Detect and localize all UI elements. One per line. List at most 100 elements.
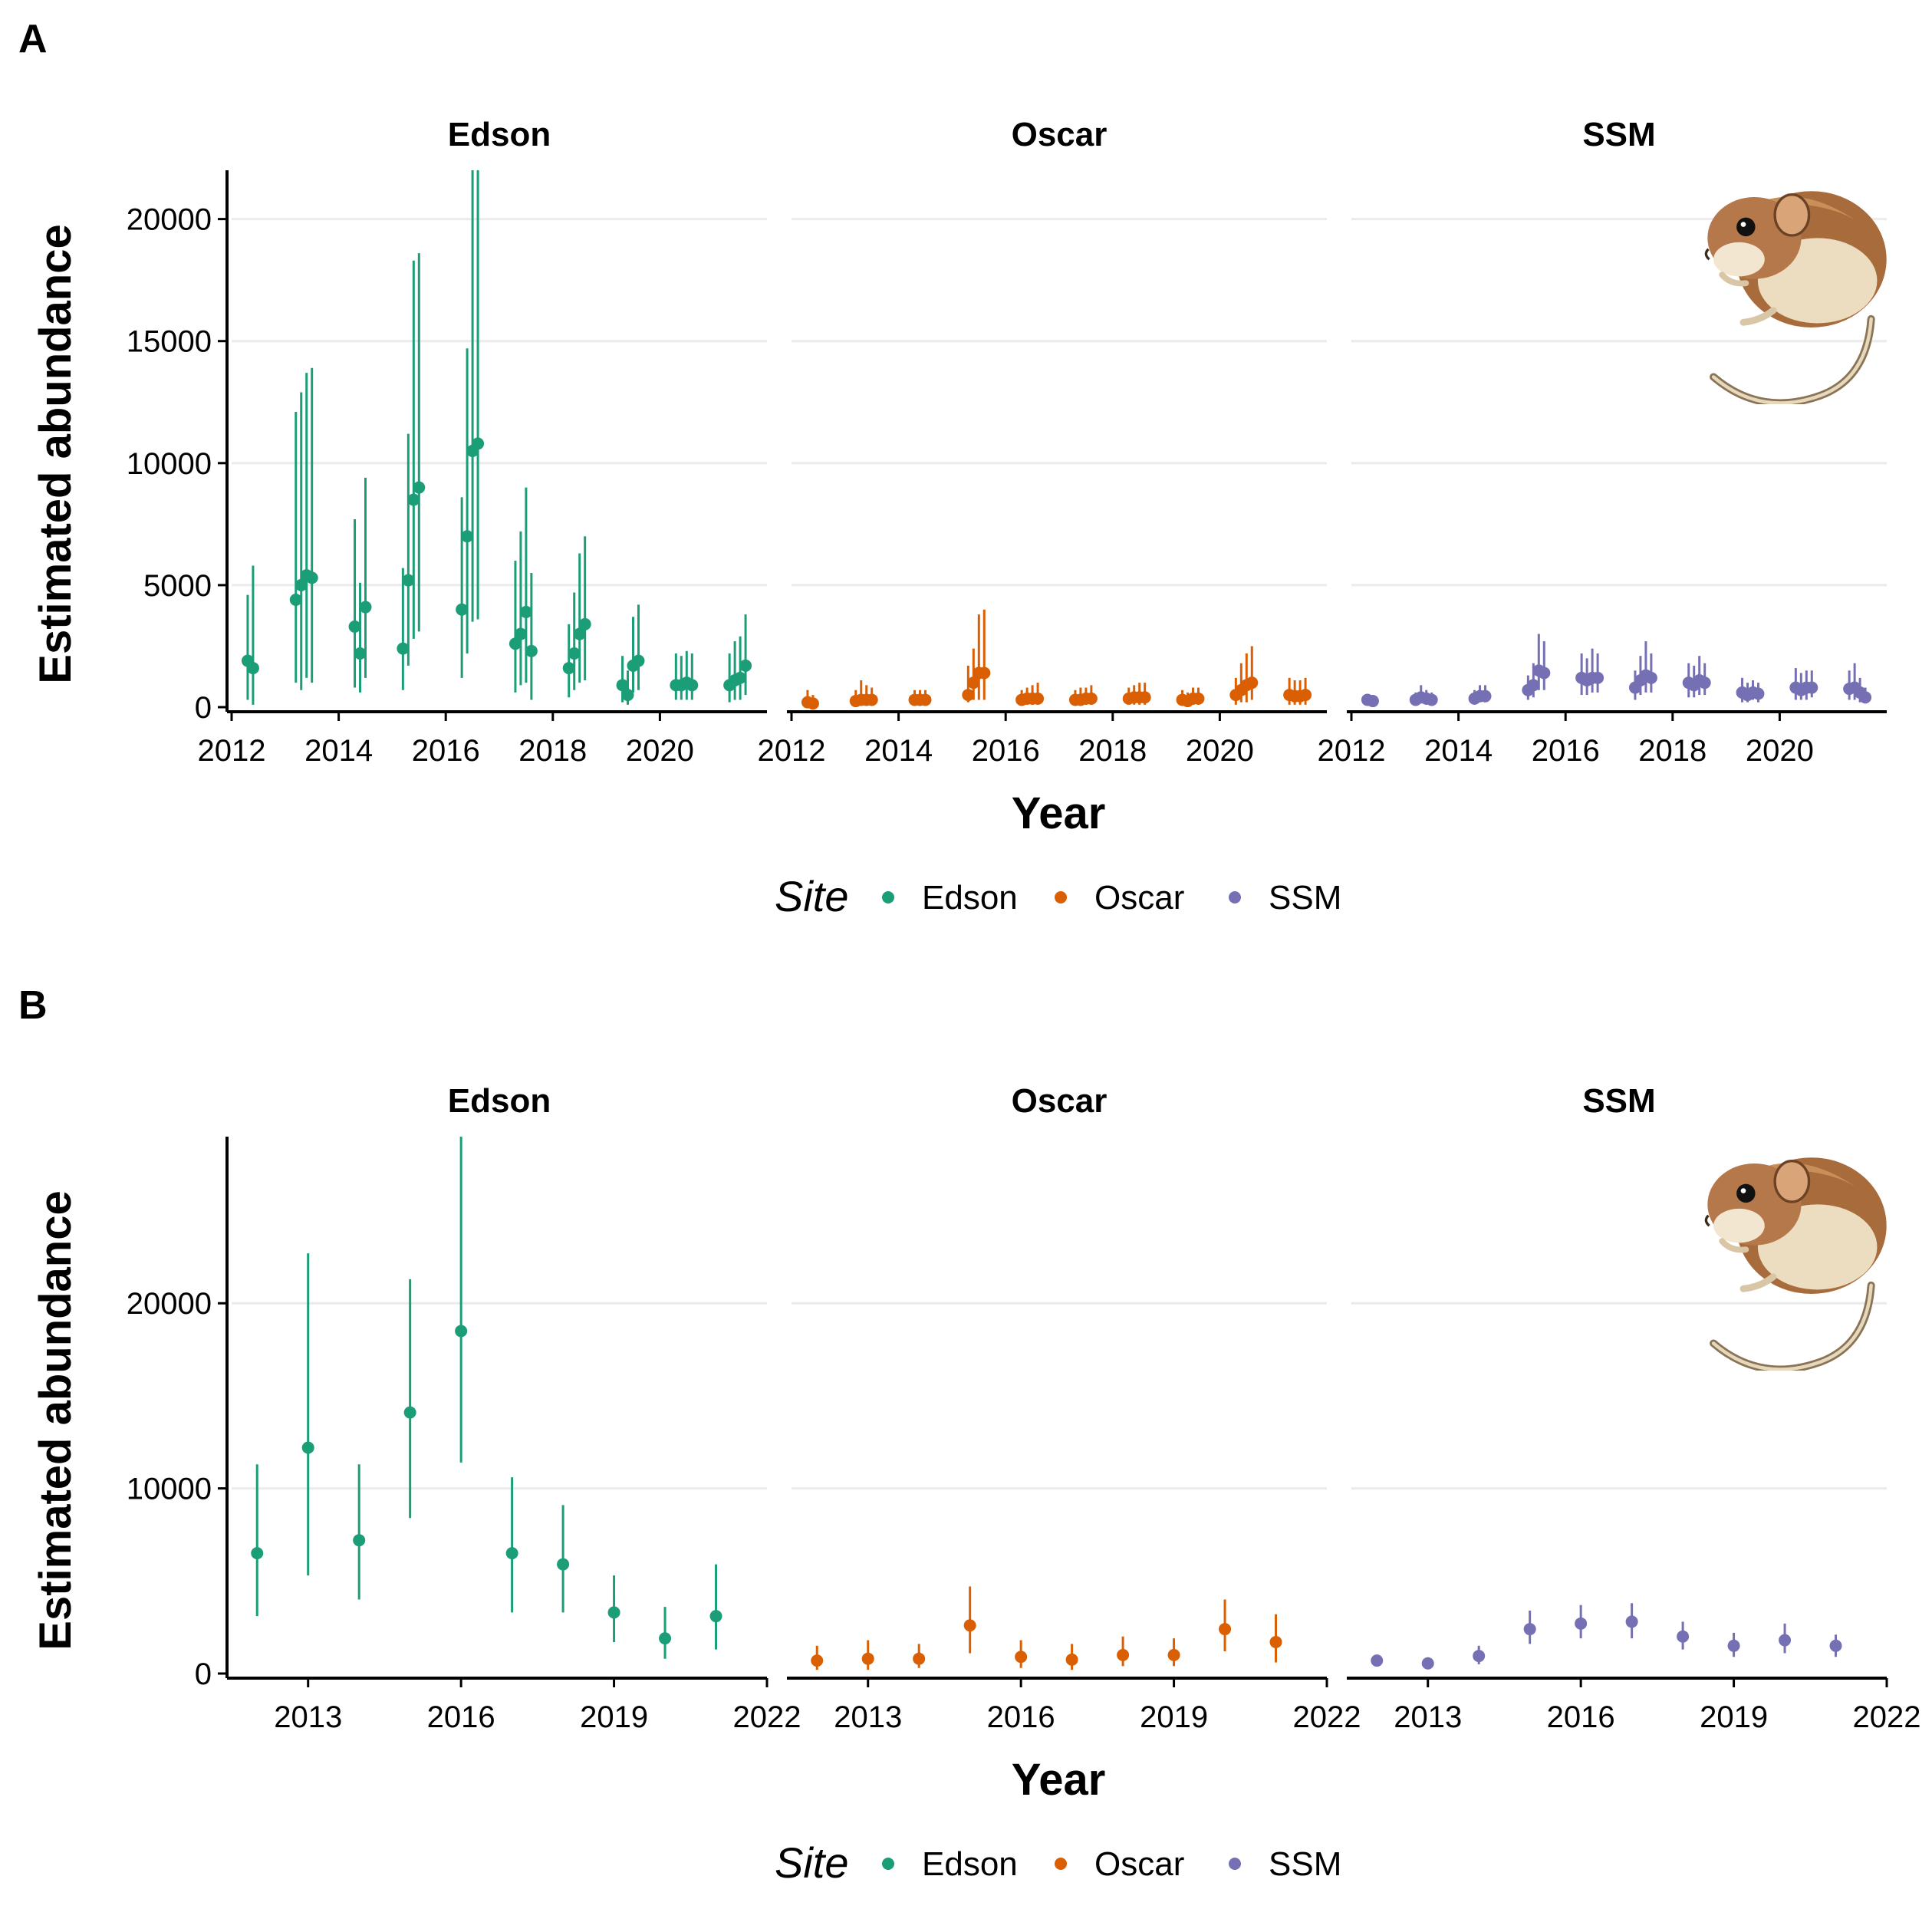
data-point: [1117, 1648, 1130, 1661]
legend-label-edson: Edson: [922, 879, 1018, 917]
data-point: [354, 647, 367, 660]
series-ssm: [1361, 634, 1872, 708]
data-point: [913, 1652, 926, 1665]
x-tick-label: 2014: [1424, 734, 1493, 768]
x-tick-label: 2016: [1532, 734, 1600, 768]
y-axis-title: Estimated abundance: [31, 224, 81, 683]
charts-layer: A Edson 2012 2014 2016 2018 2020 0 5000 10000 1500…: [18, 17, 1920, 1887]
data-point: [305, 571, 318, 584]
data-point: [455, 1325, 468, 1338]
legend-key-ssm: [1229, 1858, 1241, 1870]
data-point: [1269, 1635, 1282, 1648]
data-point: [1366, 695, 1379, 708]
x-tick-label: 2019: [1700, 1700, 1768, 1734]
data-point: [407, 493, 420, 506]
x-tick-label: 2019: [1140, 1700, 1208, 1734]
x-tick-label: 2022: [733, 1700, 801, 1734]
series-oscar: [811, 1586, 1282, 1670]
data-point: [1479, 690, 1492, 703]
legend-key-edson: [882, 1858, 894, 1870]
data-point: [413, 481, 426, 494]
x-tick-label: 2018: [1638, 734, 1707, 768]
legend-key-oscar: [1055, 1858, 1067, 1870]
kangaroo-rat-illustration: [1706, 191, 1886, 403]
y-tick-label: 15000: [127, 325, 212, 359]
x-tick-label: 2012: [198, 734, 266, 768]
kangaroo-rat-illustration: [1706, 1157, 1886, 1369]
data-point: [686, 679, 699, 692]
x-tick-label: 2016: [1547, 1700, 1615, 1734]
legend-label-edson: Edson: [922, 1845, 1018, 1883]
x-tick-label: 2013: [1394, 1700, 1462, 1734]
legend-title: Site: [775, 872, 849, 920]
data-point: [1538, 666, 1551, 680]
legend-label-oscar: Oscar: [1094, 879, 1184, 917]
x-tick-label: 2016: [987, 1700, 1055, 1734]
data-point: [1591, 671, 1605, 684]
facet-oscar: Oscar 2013 2016 2019 2022: [787, 1082, 1361, 1734]
facet-strip-label: Edson: [448, 116, 551, 153]
data-point: [1698, 676, 1711, 690]
panel-tag: A: [18, 17, 48, 61]
data-point: [509, 637, 522, 650]
y-tick-label: 5000: [143, 569, 212, 603]
x-tick-label: 2020: [626, 734, 694, 768]
facet-ssm: SSM 2012 2014 2016 2018 2020: [1318, 116, 1887, 768]
data-point: [1032, 692, 1045, 705]
x-axis-title: Year: [1012, 788, 1106, 838]
data-point: [461, 530, 474, 543]
x-tick-label: 2012: [758, 734, 826, 768]
data-point: [967, 676, 980, 690]
x-tick-label: 2016: [412, 734, 480, 768]
data-point: [525, 644, 538, 657]
data-point: [1192, 692, 1205, 705]
y-tick-label: 10000: [127, 1473, 212, 1506]
data-point: [1167, 1648, 1180, 1661]
data-point: [1805, 681, 1818, 694]
y-axis-title: Estimated abundance: [31, 1190, 81, 1650]
data-point: [865, 693, 878, 706]
data-point: [811, 1654, 824, 1667]
data-point: [1527, 679, 1540, 692]
data-point: [1065, 1653, 1078, 1666]
x-tick-label: 2020: [1186, 734, 1254, 768]
data-point: [295, 578, 308, 591]
y-tick-label: 10000: [127, 447, 212, 481]
series-edson: [251, 1137, 722, 1659]
data-point: [301, 1441, 314, 1454]
data-point: [1752, 687, 1765, 700]
facet-ssm: SSM 2013 2016 2019 2022: [1347, 1082, 1920, 1734]
y-tick-label: 20000: [127, 203, 212, 237]
data-point: [578, 617, 591, 630]
legend: Site Edson Oscar SSM: [775, 872, 1341, 920]
facet-strip-label: SSM: [1582, 116, 1655, 153]
y-tick-label: 20000: [127, 1287, 212, 1321]
data-point: [1425, 693, 1438, 706]
x-tick-label: 2014: [304, 734, 373, 768]
x-tick-label: 2016: [427, 1700, 495, 1734]
data-point: [505, 1547, 518, 1560]
data-point: [1523, 1623, 1536, 1636]
panel-tag: B: [18, 983, 48, 1028]
legend: Site Edson Oscar SSM: [775, 1838, 1341, 1887]
legend-title: Site: [775, 1838, 849, 1887]
x-tick-label: 2016: [972, 734, 1040, 768]
data-point: [739, 659, 752, 672]
legend-label-oscar: Oscar: [1094, 1845, 1184, 1883]
data-point: [246, 662, 259, 675]
data-point: [1299, 689, 1312, 702]
data-point: [403, 1406, 416, 1419]
x-tick-label: 2014: [864, 734, 933, 768]
chart-panel-B: B Edson 2013 2016 2019 2022 0 10000 20000 Oscar 20…: [18, 983, 1920, 1887]
data-point: [1421, 1657, 1434, 1670]
data-point: [1727, 1639, 1740, 1652]
data-point: [1015, 1651, 1028, 1664]
data-point: [659, 1632, 672, 1645]
legend-key-ssm: [1229, 891, 1241, 903]
data-point: [1625, 1615, 1638, 1628]
data-point: [289, 594, 302, 606]
data-point: [709, 1610, 722, 1623]
data-point: [353, 1534, 366, 1547]
series-edson: [241, 170, 752, 705]
